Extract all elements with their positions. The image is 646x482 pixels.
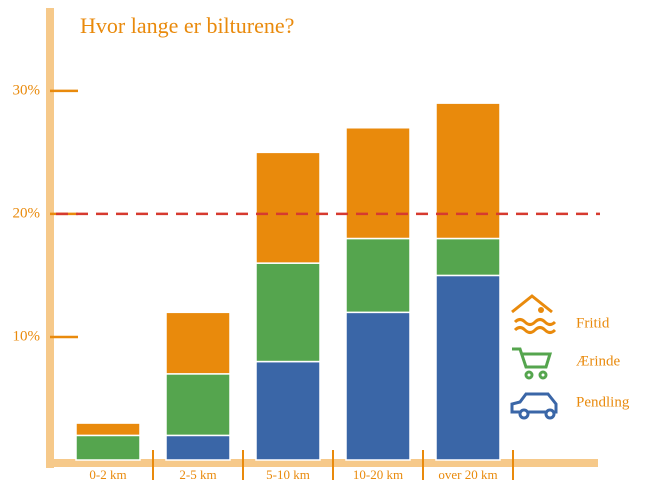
bar-segment bbox=[345, 127, 411, 240]
bar-segment bbox=[435, 274, 501, 461]
bar-segment bbox=[345, 237, 411, 314]
chart-title: Hvor lange er bilturene? bbox=[80, 13, 294, 38]
y-tick-label: 20% bbox=[13, 205, 41, 221]
x-tick-label: 5-10 km bbox=[266, 467, 310, 482]
legend-icons bbox=[510, 294, 558, 420]
bar-segment bbox=[75, 434, 141, 461]
icon-fritid-head bbox=[538, 307, 544, 313]
icon-aerinde-wheel bbox=[524, 370, 534, 380]
bar-segment bbox=[345, 311, 411, 461]
bar-segment bbox=[435, 102, 501, 240]
icon-aerinde-wheel bbox=[538, 370, 548, 380]
bar-segment bbox=[165, 311, 231, 375]
legend-label: Ærinde bbox=[576, 353, 621, 369]
y-axis bbox=[46, 8, 54, 468]
icon-aerinde bbox=[512, 347, 553, 369]
icon-pendling-wheel bbox=[544, 408, 556, 420]
icon-pendling-wheel bbox=[518, 408, 530, 420]
icon-pendling bbox=[510, 392, 558, 414]
x-tick-label: 2-5 km bbox=[179, 467, 216, 482]
x-axis bbox=[46, 459, 598, 467]
y-tick-label: 30% bbox=[13, 82, 41, 98]
bar-segment bbox=[435, 237, 501, 277]
x-tick-label: 0-2 km bbox=[89, 467, 126, 482]
bar-segment bbox=[255, 262, 321, 363]
legend-label: Pendling bbox=[576, 394, 630, 410]
bar-segment bbox=[165, 434, 231, 461]
x-tick-label: 10-20 km bbox=[353, 467, 403, 482]
icon-fritid bbox=[511, 294, 553, 314]
legend-label: Fritid bbox=[576, 315, 610, 331]
x-tick-label: over 20 km bbox=[438, 467, 497, 482]
y-tick-label: 10% bbox=[13, 328, 41, 344]
bar-segment bbox=[255, 151, 321, 264]
icon-fritid-waves bbox=[513, 318, 557, 334]
bar-segment bbox=[255, 360, 321, 461]
bar-segment bbox=[75, 422, 141, 437]
bar-segment bbox=[165, 373, 231, 437]
